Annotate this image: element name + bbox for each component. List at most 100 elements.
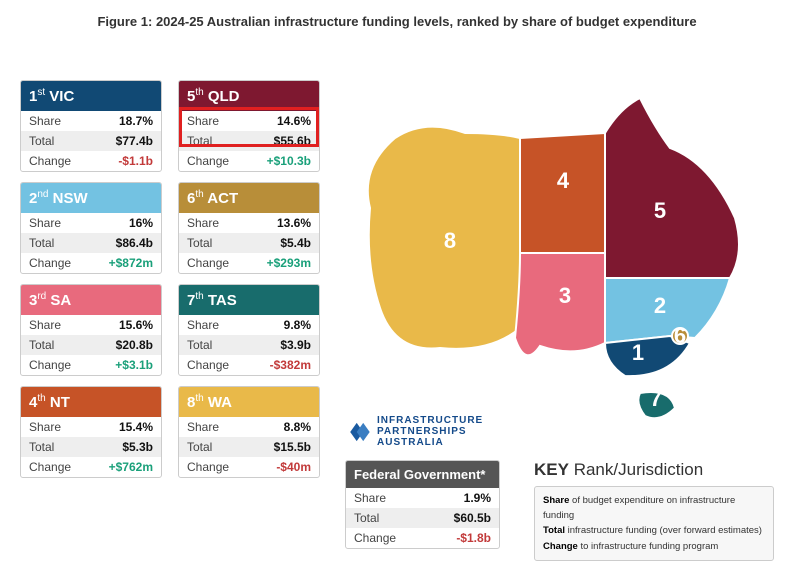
map-region-qld: [605, 98, 739, 278]
label-share: Share: [354, 491, 386, 505]
label-change: Change: [187, 154, 229, 168]
fed-change: -$1.8b: [456, 531, 491, 545]
label-total: Total: [29, 236, 54, 250]
val-share: 16%: [129, 216, 153, 230]
card-header: 8th WA: [179, 387, 319, 417]
val-total: $5.3b: [122, 440, 153, 454]
map-label-act: 6: [674, 323, 686, 348]
val-change: +$293m: [267, 256, 311, 270]
key-box: Share of budget expenditure on infrastru…: [534, 486, 774, 561]
cards-container: 1st VIC Share 18.7% Total $77.4b Change -$1.1b…: [20, 80, 320, 478]
val-share: 15.6%: [119, 318, 153, 332]
card-header: 1st VIC: [21, 81, 161, 111]
fed-share: 1.9%: [464, 491, 491, 505]
val-change: +$762m: [109, 460, 153, 474]
val-total: $3.9b: [280, 338, 311, 352]
map-label-vic: 1: [632, 340, 644, 365]
val-change: -$1.1b: [118, 154, 153, 168]
val-change: +$872m: [109, 256, 153, 270]
ipa-logo: INFRASTRUCTURE PARTNERSHIPS AUSTRALIA: [345, 415, 483, 448]
label-change: Change: [187, 358, 229, 372]
logo-line-3: AUSTRALIA: [377, 437, 483, 448]
key-lead: KEY: [534, 460, 569, 479]
val-share: 15.4%: [119, 420, 153, 434]
val-change: +$10.3b: [267, 154, 311, 168]
card-header: 3rd SA: [21, 285, 161, 315]
label-change: Change: [29, 154, 71, 168]
label-total: Total: [187, 236, 212, 250]
label-total: Total: [187, 440, 212, 454]
map-region-nt: [520, 133, 605, 253]
card-sa: 3rd SA Share 15.6% Total $20.8b Change +$3.1b: [20, 284, 162, 376]
card-tas: 7th TAS Share 9.8% Total $3.9b Change -$382m: [178, 284, 320, 376]
label-share: Share: [187, 420, 219, 434]
card-wa: 8th WAShare8.8%Total$15.5bChange-$40m: [178, 386, 320, 478]
label-share: Share: [29, 216, 61, 230]
card-header: 5th QLD: [179, 81, 319, 111]
map-label-nsw: 2: [654, 293, 666, 318]
label-change: Change: [354, 531, 396, 545]
key-row1-b: Share: [543, 495, 569, 506]
val-total: $20.8b: [116, 338, 153, 352]
label-total: Total: [187, 134, 212, 148]
key-row2-b: Total: [543, 525, 565, 536]
cards-column-left: 1st VIC Share 18.7% Total $77.4b Change -$1.1b…: [20, 80, 162, 478]
card-header: 6th ACT: [179, 183, 319, 213]
map-label-nt: 4: [557, 168, 570, 193]
label-change: Change: [29, 256, 71, 270]
card-qld: 5th QLDShare14.6%Total$55.6bChange+$10.3…: [178, 80, 320, 172]
key-title: KEY Rank/Jurisdiction: [534, 460, 774, 480]
label-change: Change: [187, 256, 229, 270]
val-total: $55.6b: [274, 134, 311, 148]
label-total: Total: [29, 134, 54, 148]
label-share: Share: [187, 318, 219, 332]
val-change: -$40m: [276, 460, 311, 474]
card-header-federal: Federal Government*: [346, 461, 499, 488]
ipa-logo-mark: [345, 419, 371, 445]
key-legend: KEY Rank/Jurisdiction Share of budget ex…: [534, 460, 774, 561]
label-share: Share: [29, 114, 61, 128]
val-total: $86.4b: [116, 236, 153, 250]
fed-total: $60.5b: [454, 511, 491, 525]
card-act: 6th ACT Share 13.6% Total $5.4b Change +$293m: [178, 182, 320, 274]
map-label-qld: 5: [654, 198, 666, 223]
val-total: $77.4b: [116, 134, 153, 148]
card-nt: 4th NTShare15.4%Total$5.3bChange+$762m: [20, 386, 162, 478]
val-share: 9.8%: [284, 318, 311, 332]
key-row1: of budget expenditure on infrastructure …: [543, 495, 735, 521]
label-share: Share: [29, 318, 61, 332]
logo-line-1: INFRASTRUCTURE: [377, 415, 483, 426]
key-row2: infrastructure funding (over forward est…: [565, 525, 762, 536]
logo-line-2: PARTNERSHIPS: [377, 426, 483, 437]
figure-title: Figure 1: 2024-25 Australian infrastruct…: [0, 0, 794, 49]
map-label-sa: 3: [559, 283, 571, 308]
map-label-tas: 7: [650, 386, 662, 411]
label-total: Total: [354, 511, 379, 525]
val-share: 8.8%: [284, 420, 311, 434]
val-share: 13.6%: [277, 216, 311, 230]
label-total: Total: [29, 440, 54, 454]
ipa-logo-text: INFRASTRUCTURE PARTNERSHIPS AUSTRALIA: [377, 415, 483, 448]
card-nsw: 2nd NSW Share 16% Total $86.4b Change +$872m: [20, 182, 162, 274]
map-region-nsw: [605, 278, 730, 343]
australia-map: 8 4 3 5 21 6 7: [340, 78, 780, 433]
label-change: Change: [29, 358, 71, 372]
label-total: Total: [187, 338, 212, 352]
val-share: 14.6%: [277, 114, 311, 128]
cards-column-right: 5th QLD Share 14.6% Total $55.6b Change +$10.3…: [178, 80, 320, 478]
card-federal: Federal Government* Share 1.9% Total $60.5…: [345, 460, 500, 549]
val-share: 18.7%: [119, 114, 153, 128]
key-sub: Rank/Jurisdiction: [574, 460, 703, 479]
val-change: +$3.1b: [115, 358, 153, 372]
key-row3-b: Change: [543, 541, 578, 552]
label-change: Change: [29, 460, 71, 474]
key-row3: to infrastructure funding program: [578, 541, 718, 552]
map-label-wa: 8: [444, 228, 456, 253]
label-share: Share: [187, 216, 219, 230]
label-total: Total: [29, 338, 54, 352]
card-vic: 1st VIC Share 18.7% Total $77.4b Change -$1.1b: [20, 80, 162, 172]
card-header: 7th TAS: [179, 285, 319, 315]
val-total: $5.4b: [280, 236, 311, 250]
card-header: 2nd NSW: [21, 183, 161, 213]
val-change: -$382m: [270, 358, 311, 372]
